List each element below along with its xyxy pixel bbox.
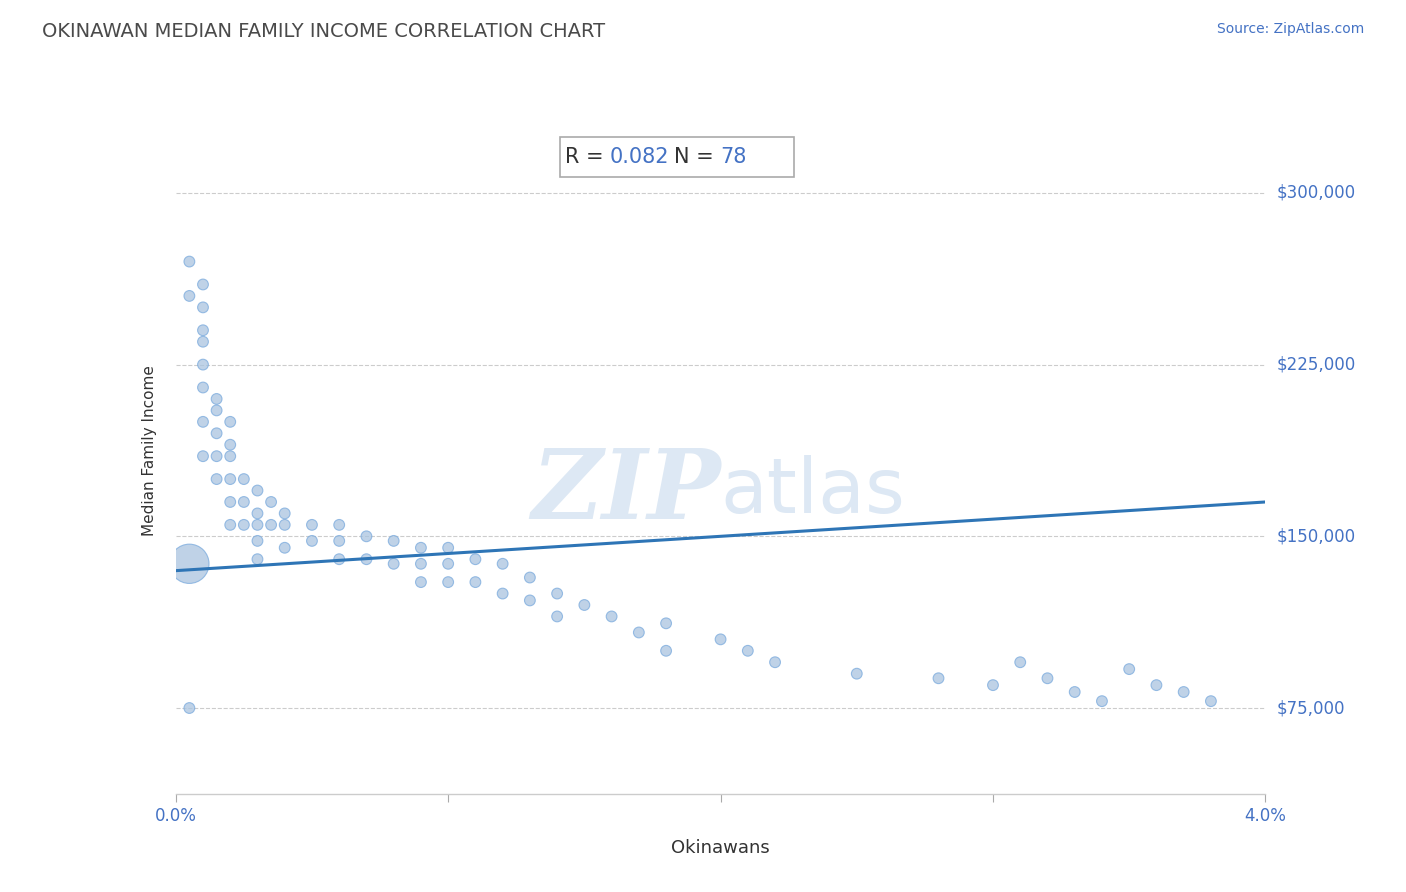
Point (219, 415, 242, 429)
Point (710, 632, 733, 647)
Point (191, 334, 214, 349)
Point (246, 483, 269, 498)
Point (328, 533, 350, 548)
Point (627, 625, 650, 640)
Text: OKINAWAN MEDIAN FAMILY INCOME CORRELATION CHART: OKINAWAN MEDIAN FAMILY INCOME CORRELATIO… (42, 22, 606, 41)
Point (574, 598, 596, 612)
Point (274, 541, 297, 555)
Point (1144, 678, 1167, 692)
Point (356, 529, 378, 543)
Point (328, 552, 350, 566)
Point (179, 254, 201, 268)
Point (409, 557, 432, 571)
Point (1118, 662, 1140, 676)
Point (356, 552, 378, 566)
Point (191, 380, 214, 394)
Point (382, 557, 405, 571)
Point (301, 517, 323, 532)
Point (301, 533, 323, 548)
Point (179, 701, 201, 715)
Point (600, 609, 623, 624)
Point (246, 507, 269, 521)
Point (464, 575, 486, 590)
Point (845, 666, 868, 681)
Text: Source: ZipAtlas.com: Source: ZipAtlas.com (1216, 22, 1364, 37)
Point (205, 426, 228, 441)
Point (737, 644, 759, 658)
Point (260, 495, 283, 509)
Point (260, 517, 283, 532)
Point (179, 289, 201, 303)
Point (219, 449, 242, 463)
Point (246, 533, 269, 548)
Text: $75,000: $75,000 (1277, 699, 1346, 717)
Point (1091, 694, 1114, 708)
Point (246, 552, 269, 566)
Point (1010, 655, 1032, 669)
Point (492, 557, 515, 571)
Point (519, 570, 541, 584)
Point (1173, 685, 1195, 699)
X-axis label: Okinawans: Okinawans (671, 839, 770, 857)
Text: atlas: atlas (721, 455, 905, 529)
Point (232, 495, 254, 509)
Point (232, 517, 254, 532)
Point (191, 415, 214, 429)
Point (205, 403, 228, 417)
Point (519, 593, 541, 607)
Text: ZIP: ZIP (531, 445, 721, 539)
Point (546, 586, 568, 600)
Point (437, 575, 460, 590)
Point (763, 655, 786, 669)
Text: N =: N = (673, 147, 720, 167)
Point (437, 541, 460, 555)
Text: $300,000: $300,000 (1277, 184, 1355, 202)
Point (219, 472, 242, 486)
Point (928, 671, 950, 685)
Point (492, 586, 515, 600)
Point (409, 541, 432, 555)
Point (205, 449, 228, 463)
Point (981, 678, 1004, 692)
Text: 0.082: 0.082 (610, 147, 669, 167)
Point (1036, 671, 1059, 685)
Point (191, 323, 214, 337)
Point (191, 449, 214, 463)
Point (409, 575, 432, 590)
Point (232, 472, 254, 486)
Point (205, 472, 228, 486)
Point (655, 616, 678, 631)
Point (219, 517, 242, 532)
Point (219, 495, 242, 509)
Point (328, 517, 350, 532)
Text: $150,000: $150,000 (1277, 527, 1355, 545)
Point (274, 507, 297, 521)
Point (274, 517, 297, 532)
Point (655, 644, 678, 658)
FancyBboxPatch shape (560, 136, 794, 177)
Point (382, 533, 405, 548)
Point (179, 557, 201, 571)
Point (191, 301, 214, 315)
Point (464, 552, 486, 566)
Text: $225,000: $225,000 (1277, 356, 1355, 374)
Point (437, 557, 460, 571)
Text: 78: 78 (720, 147, 747, 167)
Point (205, 392, 228, 406)
Y-axis label: Median Family Income: Median Family Income (142, 365, 157, 536)
Point (1063, 685, 1085, 699)
Point (191, 358, 214, 372)
Point (191, 277, 214, 292)
Point (1199, 694, 1222, 708)
Point (546, 609, 568, 624)
Point (219, 438, 242, 452)
Point (246, 517, 269, 532)
Text: R =: R = (565, 147, 610, 167)
